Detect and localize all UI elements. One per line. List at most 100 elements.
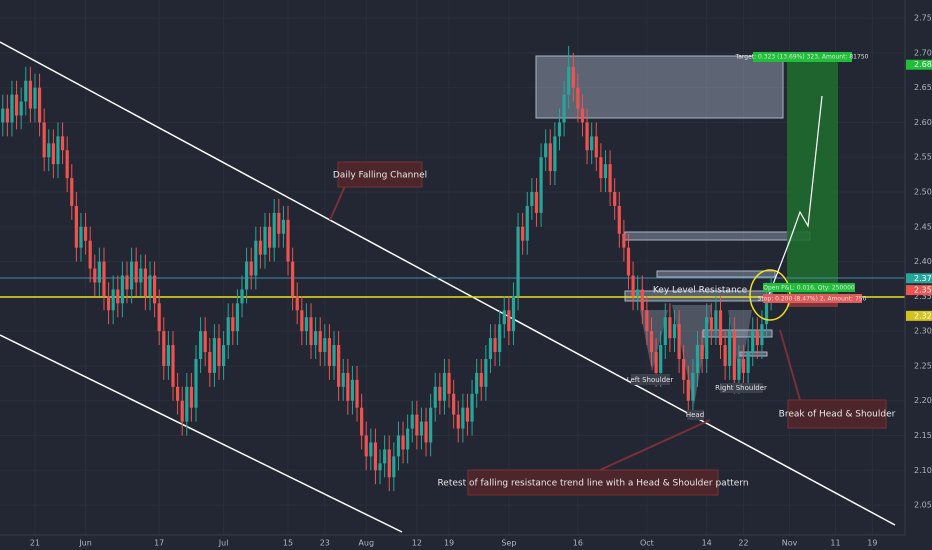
candle-body (599, 157, 603, 179)
candle-body (369, 442, 373, 457)
candle-body (576, 87, 580, 109)
candle-body (70, 178, 74, 206)
candle-body (760, 324, 764, 346)
candle-body (143, 268, 147, 297)
candle-body (231, 317, 235, 332)
x-tick-label: Nov (782, 539, 798, 548)
callout-pointer (599, 419, 711, 471)
candle-body (502, 310, 506, 325)
y-tick-label: 2.250 (914, 361, 932, 370)
candle-body (622, 233, 626, 248)
candle-body (631, 275, 635, 297)
candle-body (65, 150, 69, 179)
candle-body (493, 338, 497, 353)
candle-body (640, 289, 644, 311)
candle-body (111, 289, 115, 311)
callout-box (467, 469, 719, 496)
candle-body (175, 386, 180, 401)
candle-body (212, 338, 217, 373)
candle-body (116, 289, 120, 304)
candle-body (226, 317, 230, 346)
candle-body (594, 136, 598, 158)
candle-body (162, 331, 166, 366)
y-tick-label: 2.350 (914, 292, 932, 301)
candle-body (88, 240, 92, 269)
candle-body (129, 261, 134, 290)
y-tick-label: 2.400 (914, 257, 932, 266)
x-tick-label: 14 (702, 539, 712, 548)
callout-pointer (329, 185, 346, 221)
price-tag (906, 285, 932, 296)
candle-body (28, 80, 32, 109)
candle-body (530, 192, 534, 206)
candle-body (424, 421, 428, 443)
y-tick-label: 2.500 (914, 188, 932, 197)
candle-body (484, 358, 488, 387)
candle-body (83, 226, 88, 241)
candle-body (249, 261, 253, 276)
candle-body (378, 463, 382, 471)
x-tick-label: Jul (218, 539, 229, 548)
candle-body (198, 331, 203, 359)
candle-body (47, 143, 51, 158)
candle-body (677, 324, 681, 359)
callout-pointer (779, 329, 801, 401)
candle-body (93, 268, 97, 283)
candle-body (341, 372, 345, 387)
candle-body (5, 108, 9, 123)
candle-body (383, 449, 387, 464)
candle-body (208, 352, 212, 373)
candle-body (718, 310, 723, 346)
candle-body (746, 352, 750, 373)
candle-body (769, 289, 773, 297)
candle-body (1, 108, 5, 123)
candle-body (590, 136, 594, 151)
candle-body (304, 317, 309, 332)
candle-body (364, 435, 368, 457)
candle-body (148, 275, 152, 297)
candle-body (608, 164, 612, 193)
candle-body (14, 94, 19, 116)
callout-box (337, 161, 423, 188)
candle-body (751, 331, 755, 353)
x-tick-label: Oct (640, 539, 654, 548)
candle-body (268, 226, 272, 248)
candle-body (429, 407, 433, 443)
candle-body (516, 226, 520, 297)
candle-body (695, 345, 700, 373)
candle-body (235, 303, 240, 332)
callout-text: Key Level Resistance (653, 286, 748, 296)
candle-body (732, 331, 736, 380)
candle-body (217, 338, 221, 366)
x-tick-label: 17 (154, 539, 164, 548)
candle-body (346, 372, 350, 401)
target-label-box (753, 52, 852, 62)
channel-lower-line (0, 334, 403, 533)
candle-body (728, 331, 732, 366)
candle-body (534, 192, 539, 213)
label-box (720, 383, 763, 393)
head-shape (672, 305, 712, 405)
candle-body (314, 331, 318, 346)
resistance-zone (656, 270, 776, 278)
x-tick-label: 19 (444, 539, 454, 548)
x-tick-label: 16 (573, 539, 583, 548)
candle-body (79, 226, 83, 248)
candle-body (456, 414, 460, 429)
candle-body (741, 358, 746, 373)
candle-body (102, 261, 106, 297)
axes: 2.050 2.100 2.150 2.200 2.250 2.300 2.350 2.400… (30, 14, 932, 548)
candle-body (180, 400, 184, 422)
candle-body (700, 345, 704, 359)
candle-body (525, 205, 529, 241)
candle-body (663, 317, 667, 346)
candle-body (737, 358, 741, 380)
y-tick-label: 2.150 (914, 431, 932, 440)
candle-body (360, 407, 364, 436)
candle-body (125, 275, 129, 290)
x-tick-label: 19 (867, 539, 877, 548)
y-tick-label: 2.050 (914, 501, 932, 510)
candle-body (668, 317, 672, 339)
channel-upper-line (0, 41, 896, 526)
candle-body (709, 317, 713, 332)
